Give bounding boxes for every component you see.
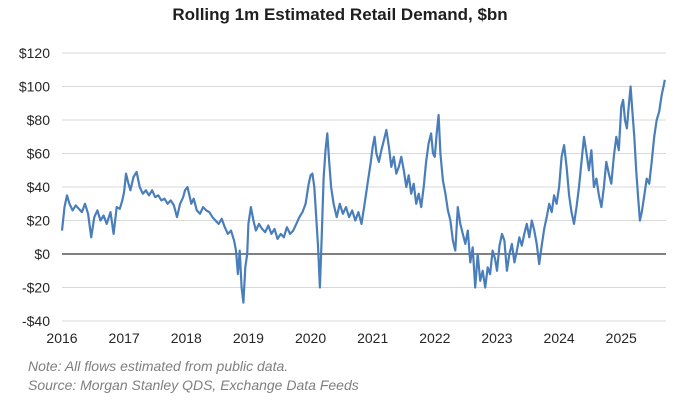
- x-tick-label: 2023: [481, 330, 512, 346]
- y-tick-label: $80: [27, 112, 51, 128]
- x-tick-label: 2017: [109, 330, 140, 346]
- y-tick-label: $20: [27, 213, 51, 229]
- y-tick-label: $120: [19, 45, 50, 61]
- x-tick-label: 2024: [544, 330, 575, 346]
- x-axis-ticks: 2016 2017 2018 2019 2020 2021 2022 2023 2024 2025: [46, 330, 637, 346]
- x-tick-label: 2020: [295, 330, 326, 346]
- source-text: Source: Morgan Stanley QDS, Exchange Dat…: [28, 377, 359, 393]
- chart-title: Rolling 1m Estimated Retail Demand, $bn: [172, 5, 508, 24]
- x-tick-label: 2021: [357, 330, 388, 346]
- chart-notes: Note: All flows estimated from public da…: [28, 357, 359, 395]
- y-tick-label: $100: [19, 79, 50, 95]
- y-axis-ticks: -$40 -$20 $0 $20 $40 $60 $80 $100 $120: [19, 45, 50, 329]
- x-tick-label: 2019: [233, 330, 264, 346]
- y-tick-label: $0: [34, 246, 50, 262]
- gridlines: [62, 52, 666, 322]
- y-tick-label: -$40: [22, 313, 50, 329]
- y-tick-label: $40: [27, 179, 51, 195]
- x-tick-label: 2022: [419, 330, 450, 346]
- x-tick-label: 2018: [171, 330, 202, 346]
- note-text: Note: All flows estimated from public da…: [28, 358, 289, 374]
- retail-demand-line: [60, 79, 666, 304]
- x-tick-label: 2025: [606, 330, 637, 346]
- x-tick-label: 2016: [46, 330, 77, 346]
- y-tick-label: $60: [27, 146, 51, 162]
- y-tick-label: -$20: [22, 280, 50, 296]
